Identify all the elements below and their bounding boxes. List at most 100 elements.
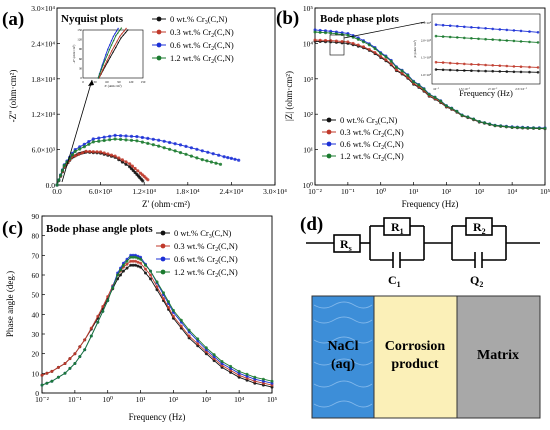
bode-inset-series-3-point [528, 40, 531, 44]
phase-series-0-point [144, 271, 147, 275]
nyquist-inset-series-3-point [117, 32, 119, 34]
bode-inset-series-0-point [470, 69, 473, 72]
phase-series-0-point [125, 266, 129, 270]
nyquist-series-2-point [119, 134, 123, 138]
nyquist-series-3-point [205, 159, 209, 163]
phase-series-3-point [237, 369, 241, 373]
phase-angle-frame [41, 215, 273, 394]
nyquist-series-3-point [173, 149, 177, 153]
phase-series-1-point [179, 324, 183, 328]
bode-series-3-point [340, 33, 344, 36]
phase-series-3-point [125, 259, 129, 263]
bode-series-3-point [493, 124, 497, 127]
bode-inset-y-tick-label: 2.5×10⁴ [421, 21, 432, 25]
nyquist-series-2-point [151, 137, 155, 141]
phase-series-1-point [131, 259, 135, 263]
bode-inset-series-2-point [536, 31, 540, 34]
bode-inset-y-label: |Z| (ohm·cm²) [413, 40, 417, 58]
phase-series-3-point [134, 255, 137, 259]
phase-series-3-point [121, 263, 125, 267]
phase-series-1-point [78, 345, 82, 349]
bode-legend-entry: 0.3 wt.% Cr2(C,N) [340, 127, 404, 139]
nyquist-inset-series-2-point [107, 48, 109, 50]
bode-series-3-point [543, 126, 547, 130]
nyquist-series-1-point [146, 178, 150, 182]
bode-series-3-point [537, 126, 541, 130]
nyquist-series-3-point [184, 152, 188, 156]
phase-x-tick-label: 10² [169, 395, 180, 404]
corrosion-label-line1: Corrosion [385, 339, 446, 354]
nyquist-y-tick-label: 1.8×10⁴ [31, 75, 55, 84]
phase-legend-marker [160, 230, 166, 236]
nyquist-series-2-point [108, 134, 112, 138]
bode-series-3-point [460, 113, 464, 117]
bode-inset-series-3-point [484, 37, 487, 41]
bode-inset-series-0-point [448, 68, 452, 72]
nyquist-inset-series-2-point [110, 40, 113, 42]
bode-inset-series-1-point [512, 65, 516, 68]
bode-series-3-point [532, 126, 535, 130]
bode-y-tick-label: 10³ [303, 75, 314, 84]
bode-inset-series-0-point [528, 70, 531, 74]
nyquist-inset-y-tick-label: 150 [77, 28, 82, 32]
bode-series-1-point [384, 58, 388, 62]
bode-inset-series-2-point [505, 28, 509, 32]
nyquist-series-2-point [178, 143, 183, 147]
panel-label-c: (c) [2, 218, 23, 239]
phase-angle-y-label: Phase angle (deg.) [5, 271, 15, 337]
phase-series-0-point [139, 265, 143, 269]
bode-series-1-point [379, 54, 383, 58]
bode-series-3-point [367, 43, 371, 47]
bode-inset-x-label: Frequency (Hz) [459, 88, 513, 98]
phase-series-0-point [121, 269, 125, 273]
nyquist-inset-series-1-point [106, 60, 108, 62]
nyquist-inset-y-tick-label: 60 [79, 57, 83, 61]
bode-series-1-point [318, 38, 322, 42]
nyquist-series-3-point [189, 154, 193, 158]
phase-series-1-point [167, 305, 170, 309]
nyquist-inset-series-1-point [121, 33, 123, 35]
nyquist-series-3-point [82, 145, 86, 149]
phase-series-3-point [212, 353, 216, 357]
nyquist-legend-marker [156, 16, 162, 22]
nyquist-series-1-point [95, 150, 99, 154]
bode-inset-series-1-point [528, 65, 531, 69]
bode-inset-series-2-point [484, 27, 487, 30]
nyquist-series-2-point [91, 137, 95, 141]
bode-inset-series-3-point [434, 34, 438, 38]
bode-inset-y-tick-label: 1.0×10⁴ [421, 73, 432, 77]
nyquist-series-3-point [209, 160, 213, 164]
nyquist-series-1-point [73, 154, 77, 158]
phase-series-3-point [253, 375, 257, 379]
bode-inset-series-0-point [441, 68, 445, 72]
nyquist-inset-series-3-point [97, 77, 99, 79]
nyquist-legend-marker [156, 55, 162, 61]
bode-magnitude-x-label: Frequency (Hz) [402, 199, 459, 209]
bode-inset-series-1-point [477, 63, 480, 66]
nyquist-inset-series-1-point [123, 30, 125, 32]
bode-inset-series-2-point [441, 23, 445, 27]
bode-series-3-point [526, 126, 530, 130]
bode-inset-series-1-point [434, 60, 438, 64]
nyquist-inset-x-tick-label: 150 [141, 80, 146, 84]
bode-series-1-point [389, 62, 393, 66]
nyquist-series-1-point [120, 158, 124, 162]
bode-inset-series-1-point [463, 62, 466, 66]
phase-series-3-point [179, 318, 183, 322]
bode-inset-series-0-point [512, 70, 516, 74]
bode-series-3-point [483, 121, 486, 125]
phase-series-3-point [204, 346, 208, 350]
nyquist-series-2-point [233, 157, 237, 161]
phase-series-3-point [162, 291, 165, 295]
bode-inset-series-2-point [463, 25, 466, 29]
nyquist-inset-series-1-point [100, 73, 102, 75]
nyquist-series-3-point [87, 142, 91, 146]
nyquist-legend-entry: 0 wt.% Cr3(C,N) [170, 14, 227, 26]
phase-series-3-point [136, 256, 140, 260]
nyquist-inset-series-3-point [99, 73, 101, 75]
phase-series-3-point [139, 257, 143, 261]
bode-inset-series-2-point [477, 26, 480, 30]
phase-series-3-point [220, 360, 224, 363]
nyquist-zoom-arrow [61, 79, 93, 183]
